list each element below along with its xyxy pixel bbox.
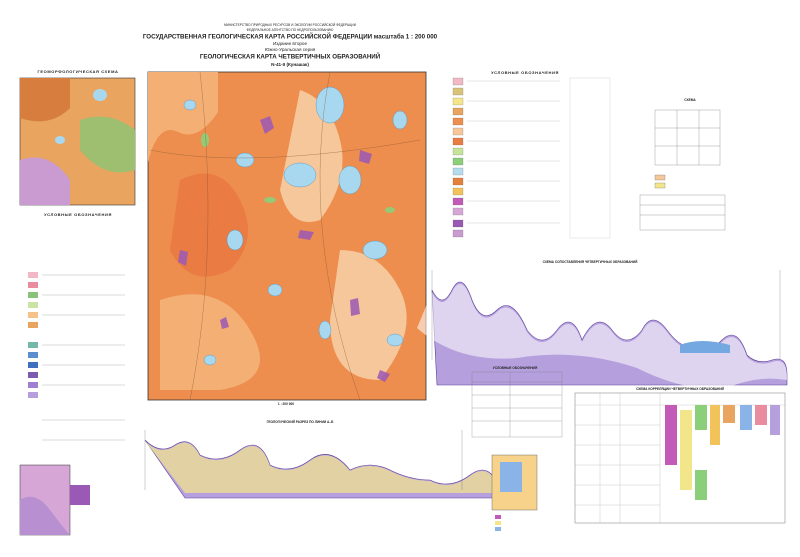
panel-title: ГЕОМОРФОЛОГИЧЕСКАЯ СХЕМА xyxy=(38,69,119,74)
geomorph-legend xyxy=(28,272,125,441)
correlation-scheme xyxy=(574,392,786,524)
long-section xyxy=(417,270,788,389)
series: Южно-Уральская серия xyxy=(265,47,316,52)
index-title: СХЕМА xyxy=(684,98,696,102)
main-map xyxy=(147,71,427,401)
sheet: N-41-II (Кунашак) xyxy=(271,62,309,67)
ministry: МИНИСТЕРСТВО ПРИРОДНЫХ РЕСУРСОВ И ЭКОЛОГ… xyxy=(224,23,357,27)
panel-title: ГЕОЛОГИЧЕСКИЙ РАЗРЕЗ ПО ЛИНИИ А–Б xyxy=(267,420,335,424)
small-inset xyxy=(491,454,538,531)
edition: Издание второе xyxy=(273,41,308,46)
index-scheme xyxy=(639,109,726,231)
panel-title: СХЕМА КОРРЕЛЯЦИИ ЧЕТВЕРТИЧНЫХ ОБРАЗОВАНИ… xyxy=(636,387,725,391)
panel-title: УСЛОВНЫЕ ОБОЗНАЧЕНИЯ xyxy=(491,70,559,75)
geomorph-scheme xyxy=(19,77,136,206)
legend xyxy=(452,77,611,239)
inset-map xyxy=(19,464,90,536)
map-title: ГЕОЛОГИЧЕСКАЯ КАРТА ЧЕТВЕРТИЧНЫХ ОБРАЗОВ… xyxy=(200,53,381,61)
section-ab xyxy=(144,430,501,499)
panel-title: УСЛОВНЫЕ ОБОЗНАЧЕНИЯ xyxy=(493,366,538,370)
panel-title: СХЕМА СОПОСТАВЛЕНИЯ ЧЕТВЕРТИЧНЫХ ОБРАЗОВ… xyxy=(543,260,638,264)
scale: 1 : 200 000 xyxy=(278,402,294,406)
title: ГОСУДАРСТВЕННАЯ ГЕОЛОГИЧЕСКАЯ КАРТА РОСС… xyxy=(143,33,438,41)
agency: ФЕДЕРАЛЬНОЕ АГЕНТСТВО ПО НЕДРОПОЛЬЗОВАНИ… xyxy=(247,28,334,32)
small-legend xyxy=(471,371,563,438)
panel-title: УСЛОВНЫЕ ОБОЗНАЧЕНИЯ xyxy=(44,212,112,217)
